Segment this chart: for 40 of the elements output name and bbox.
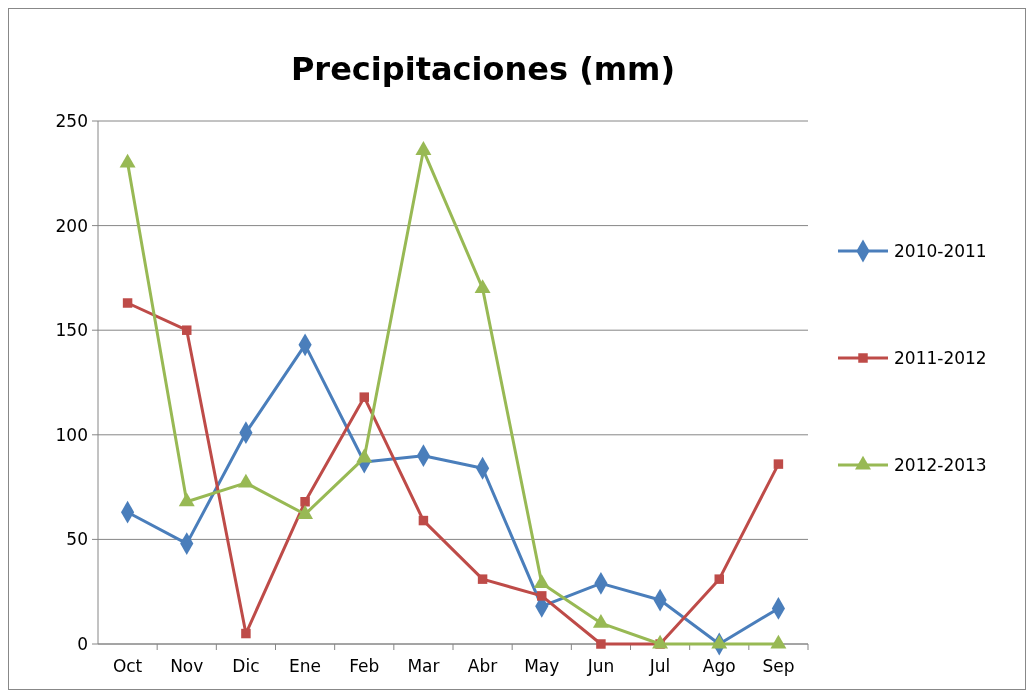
y-tick-label: 250 xyxy=(55,110,88,131)
x-tick-label: Nov xyxy=(170,656,204,676)
point xyxy=(415,141,432,155)
y-tick-label: 50 xyxy=(66,529,88,550)
y-tick-label: 0 xyxy=(77,633,88,654)
legend-label: 2012-2013 xyxy=(894,454,987,475)
x-tick-label: May xyxy=(524,656,560,676)
x-tick-label: Ene xyxy=(289,656,322,676)
point xyxy=(178,492,195,507)
point xyxy=(300,497,310,507)
point xyxy=(474,279,491,293)
point xyxy=(714,574,724,584)
point xyxy=(297,505,314,519)
x-tick-label: Sep xyxy=(762,656,795,676)
point xyxy=(122,298,133,308)
chart-title: Precipitaciones (mm) xyxy=(290,50,676,88)
y-tick-label: 100 xyxy=(55,424,88,445)
point xyxy=(241,628,251,639)
point xyxy=(418,515,429,526)
x-tick-label: Dic xyxy=(232,656,260,676)
point xyxy=(773,459,784,469)
point xyxy=(237,473,254,488)
point xyxy=(119,153,136,168)
x-tick-label: Jun xyxy=(586,656,615,676)
x-tick-label: Oct xyxy=(112,656,143,676)
x-tick-label: Feb xyxy=(349,656,380,676)
point xyxy=(182,325,192,335)
y-tick-label: 150 xyxy=(55,320,88,341)
legend-label: 2011-2012 xyxy=(894,347,987,368)
x-tick-label: Ago xyxy=(702,656,736,676)
legend-label: 2010-2011 xyxy=(894,240,987,261)
x-tick-label: Jul xyxy=(648,656,671,676)
point xyxy=(596,639,606,649)
x-tick-label: Mar xyxy=(407,656,440,676)
point xyxy=(537,591,547,601)
y-tick-label: 200 xyxy=(55,215,88,236)
x-tick-label: Abr xyxy=(467,656,498,676)
point xyxy=(477,574,488,584)
point xyxy=(356,448,373,463)
point xyxy=(359,392,369,402)
